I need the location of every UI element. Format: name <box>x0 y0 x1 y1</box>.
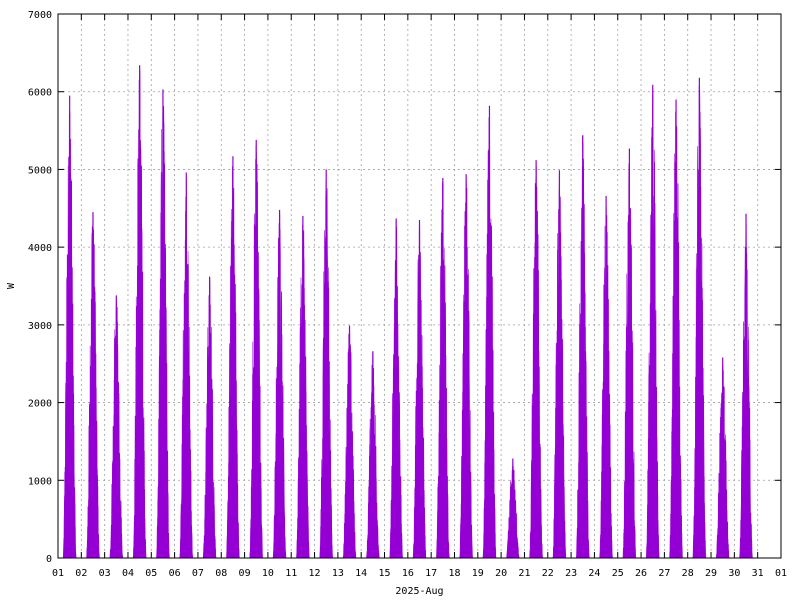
day-profile-6 <box>179 172 194 559</box>
day-profile-5 <box>156 89 170 559</box>
day-profile-21 <box>529 160 543 559</box>
day-profile-28 <box>692 77 707 559</box>
x-tick-label: 11 <box>285 568 297 579</box>
y-tick-label: 7000 <box>28 10 52 21</box>
day-profile-22 <box>552 170 567 559</box>
day-profile-25 <box>622 148 637 559</box>
y-axis-tick-labels: 0 1000 2000 3000 4000 5000 6000 7000 <box>28 10 52 565</box>
y-tick-label: 4000 <box>28 243 52 254</box>
y-tick-label: 0 <box>46 554 52 565</box>
y-axis-label: W <box>6 282 17 289</box>
x-tick-label: 29 <box>705 568 717 579</box>
day-profile-15 <box>389 218 404 559</box>
day-profile-13 <box>342 325 357 559</box>
power-series <box>62 65 753 559</box>
day-profile-18 <box>459 174 474 559</box>
x-tick-label: 30 <box>728 568 740 579</box>
x-tick-label: 18 <box>448 568 460 579</box>
day-profile-29 <box>715 357 730 559</box>
day-profile-9 <box>249 139 264 559</box>
day-profile-11 <box>295 216 310 559</box>
day-profile-7 <box>202 276 217 559</box>
x-tick-label: 27 <box>658 568 670 579</box>
x-tick-label: 15 <box>378 568 390 579</box>
x-tick-label: 04 <box>122 568 134 579</box>
day-profile-14 <box>365 351 380 559</box>
y-tick-label: 2000 <box>28 399 52 410</box>
x-tick-label: 12 <box>309 568 321 579</box>
x-tick-label: 22 <box>542 568 554 579</box>
plot-border <box>57 13 782 559</box>
day-profile-16 <box>412 219 427 559</box>
day-profile-23 <box>575 135 590 559</box>
x-tick-label: 25 <box>612 568 624 579</box>
day-profile-3 <box>109 295 124 559</box>
x-tick-label: 17 <box>425 568 437 579</box>
day-profile-27 <box>669 99 683 559</box>
day-profile-20 <box>505 458 520 559</box>
x-tick-label: 19 <box>472 568 484 579</box>
x-tick-label: 31 <box>752 568 764 579</box>
x-tick-label: 05 <box>145 568 157 579</box>
x-tick-label: 07 <box>192 568 204 579</box>
x-tick-label: 10 <box>262 568 274 579</box>
day-profile-10 <box>272 209 287 559</box>
x-tick-label: 14 <box>355 568 367 579</box>
x-tick-label: 24 <box>588 568 600 579</box>
x-tick-label: 09 <box>239 568 251 579</box>
x-tick-label: 23 <box>565 568 577 579</box>
day-profile-24 <box>599 195 613 559</box>
x-tick-label: 21 <box>518 568 530 579</box>
x-tick-label: 03 <box>99 568 111 579</box>
y-tick-label: 5000 <box>28 165 52 176</box>
x-tick-label: 20 <box>495 568 507 579</box>
x-tick-label: 26 <box>635 568 647 579</box>
x-axis-label: 2025-Aug <box>395 586 443 597</box>
x-tick-label: 08 <box>215 568 227 579</box>
x-tick-label: 01 <box>52 568 64 579</box>
day-profile-1 <box>62 95 77 559</box>
day-profile-8 <box>226 156 240 559</box>
day-profile-30 <box>739 213 753 559</box>
y-tick-label: 6000 <box>28 88 52 99</box>
x-tick-label: 13 <box>332 568 344 579</box>
day-profile-19 <box>482 105 497 559</box>
grid <box>58 14 781 558</box>
x-tick-label: 16 <box>402 568 414 579</box>
x-tick-label: 01 <box>775 568 787 579</box>
day-profile-2 <box>86 212 100 559</box>
day-profile-4 <box>132 65 147 559</box>
x-tick-label: 06 <box>169 568 181 579</box>
x-tick-label: 28 <box>682 568 694 579</box>
day-profile-17 <box>435 177 450 559</box>
x-axis-tick-labels: 01 02 03 04 05 06 07 08 09 10 11 12 13 14 15 16 17 18 19 20… <box>52 568 787 579</box>
y-tick-label: 3000 <box>28 321 52 332</box>
x-tick-label: 02 <box>75 568 87 579</box>
y-tick-label: 1000 <box>28 476 52 487</box>
axis-ticks <box>57 13 782 559</box>
day-profile-26 <box>645 84 660 559</box>
day-profile-12 <box>319 169 334 559</box>
